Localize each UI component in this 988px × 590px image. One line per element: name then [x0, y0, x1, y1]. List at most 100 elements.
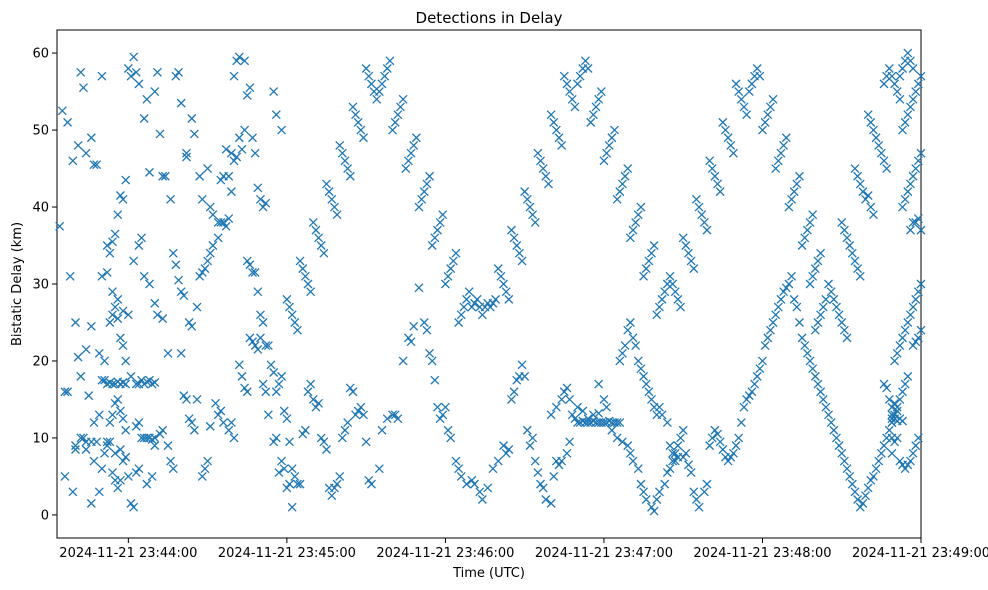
data-point-x-marker	[121, 425, 131, 435]
data-point-x-marker	[406, 148, 416, 158]
data-point-x-marker	[287, 464, 297, 474]
data-point-x-marker	[139, 271, 149, 281]
data-point-x-marker	[414, 202, 424, 212]
data-point-x-marker	[226, 148, 236, 158]
data-point-x-marker	[348, 102, 358, 112]
data-point-x-marker	[372, 94, 382, 104]
data-point-x-marker	[911, 337, 921, 347]
data-point-x-marker	[200, 264, 210, 274]
data-point-x-marker	[625, 448, 635, 458]
data-point-x-marker	[559, 71, 569, 81]
data-point-x-marker	[81, 445, 91, 454]
data-point-x-marker	[538, 164, 548, 174]
data-point-x-marker	[462, 294, 472, 304]
data-point-x-marker	[250, 267, 260, 277]
data-point-x-marker	[274, 468, 284, 478]
data-point-x-marker	[221, 144, 231, 154]
data-point-x-marker	[145, 375, 154, 385]
data-point-x-marker	[488, 298, 498, 308]
data-point-x-marker	[813, 379, 823, 389]
data-point-x-marker	[226, 418, 236, 428]
data-point-x-marker	[633, 356, 643, 366]
data-point-x-marker	[121, 356, 131, 366]
data-point-x-marker	[285, 479, 294, 489]
data-point-x-marker	[248, 133, 257, 143]
data-point-x-marker	[771, 164, 781, 174]
data-point-x-marker	[731, 441, 741, 451]
data-point-x-marker	[755, 71, 765, 81]
data-point-x-marker	[211, 398, 220, 408]
data-point-x-marker	[802, 348, 812, 358]
data-point-x-marker	[102, 441, 112, 451]
data-point-x-marker	[882, 164, 892, 174]
data-point-x-marker	[290, 471, 300, 481]
data-point-x-marker	[406, 337, 416, 347]
data-point-x-marker	[224, 214, 234, 224]
data-point-x-marker	[108, 237, 117, 247]
data-point-x-marker	[129, 256, 139, 266]
data-point-x-marker	[324, 187, 334, 197]
data-point-x-marker	[390, 410, 400, 420]
data-point-x-marker	[911, 294, 921, 304]
data-point-x-marker	[118, 378, 128, 387]
data-point-x-marker	[242, 387, 252, 397]
data-point-x-marker	[382, 414, 392, 424]
data-point-x-marker	[908, 217, 918, 227]
data-point-x-marker	[890, 410, 900, 420]
data-point-x-marker	[57, 106, 67, 116]
data-point-x-marker	[557, 140, 567, 150]
data-point-x-marker	[837, 217, 847, 227]
data-point-x-marker	[504, 445, 514, 454]
data-point-x-marker	[226, 187, 236, 197]
data-point-x-marker	[691, 194, 701, 204]
data-point-x-marker	[258, 202, 268, 212]
data-point-x-marker	[538, 483, 548, 493]
data-point-x-marker	[850, 164, 860, 174]
data-point-x-marker	[92, 160, 102, 170]
data-point-x-marker	[142, 479, 152, 489]
data-point-x-marker	[842, 333, 852, 343]
data-point-x-marker	[385, 56, 395, 66]
data-point-x-marker	[488, 464, 498, 474]
data-point-x-marker	[525, 441, 535, 451]
data-point-x-marker	[816, 387, 826, 397]
data-point-x-marker	[131, 468, 141, 478]
data-point-x-marker	[594, 408, 604, 418]
data-point-x-marker	[137, 375, 147, 385]
data-point-x-marker	[530, 217, 540, 227]
data-point-x-marker	[184, 414, 194, 424]
data-point-x-marker	[242, 256, 252, 266]
data-point-x-marker	[427, 356, 437, 366]
data-point-x-marker	[824, 279, 833, 289]
data-point-x-marker	[834, 310, 844, 320]
data-point-x-marker	[805, 217, 815, 227]
data-point-x-marker	[665, 441, 675, 451]
data-point-x-marker	[316, 433, 326, 443]
data-point-x-marker	[913, 156, 923, 166]
data-point-x-marker	[158, 314, 168, 324]
data-point-x-marker	[448, 256, 458, 266]
data-point-x-marker	[168, 248, 178, 258]
data-point-x-marker	[829, 425, 839, 435]
data-point-x-marker	[726, 140, 736, 150]
data-point-x-marker	[192, 394, 202, 404]
data-point-x-marker	[636, 202, 646, 212]
data-point-x-marker	[839, 225, 849, 235]
data-point-x-marker	[115, 475, 125, 485]
data-point-x-marker	[110, 229, 120, 239]
data-point-x-marker	[467, 475, 477, 485]
data-point-x-marker	[123, 310, 133, 320]
data-point-x-marker	[665, 271, 675, 281]
data-point-x-marker	[676, 302, 686, 312]
data-point-x-marker	[612, 194, 622, 204]
data-point-x-marker	[591, 102, 601, 112]
data-point-x-marker	[258, 318, 268, 327]
data-point-x-marker	[240, 56, 250, 66]
data-point-x-marker	[446, 264, 456, 274]
data-point-x-marker	[403, 333, 413, 343]
data-point-x-marker	[200, 464, 210, 474]
data-point-x-marker	[578, 406, 588, 416]
data-point-x-marker	[816, 248, 826, 258]
data-point-x-marker	[134, 418, 144, 428]
data-point-x-marker	[628, 456, 638, 466]
